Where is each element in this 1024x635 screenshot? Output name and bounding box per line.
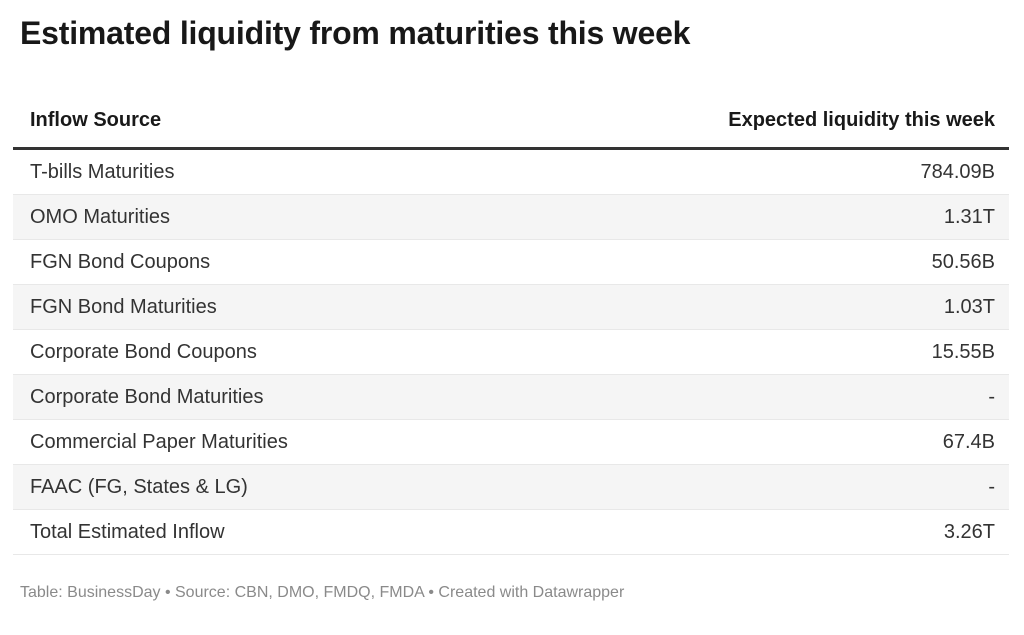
row-source-cell: FAAC (FG, States & LG) [30, 476, 248, 498]
row-source-cell: Corporate Bond Coupons [30, 341, 257, 363]
column-header-inflow-source: Inflow Source [13, 108, 511, 150]
liquidity-table: Inflow Source Expected liquidity this we… [13, 108, 1009, 555]
row-value-cell: 15.55B [931, 341, 995, 363]
table-row: FGN Bond Maturities 1.03T [13, 284, 1009, 330]
row-source-cell: Total Estimated Inflow [30, 521, 225, 543]
row-source-cell: T-bills Maturities [30, 161, 175, 183]
table-row: Commercial Paper Maturities 67.4B [13, 419, 1009, 465]
table-row: Total Estimated Inflow 3.26T [13, 509, 1009, 555]
attribution-footer: Table: BusinessDay • Source: CBN, DMO, F… [20, 584, 625, 601]
row-value-cell: 1.03T [943, 296, 995, 318]
table-body: T-bills Maturities 784.09B OMO Maturities 1… [13, 148, 1009, 555]
table-header: Inflow Source Expected liquidity this we… [13, 108, 1009, 150]
table-header-row: Inflow Source Expected liquidity this we… [13, 108, 1009, 150]
row-value-cell: 50.56B [931, 251, 995, 273]
column-header-expected-liquidity: Expected liquidity this week [511, 108, 1009, 150]
table-row: FGN Bond Coupons 50.56B [13, 239, 1009, 285]
table-row: FAAC (FG, States & LG) - [13, 464, 1009, 510]
row-source-cell: Commercial Paper Maturities [30, 431, 288, 453]
row-value-cell: 3.26T [943, 521, 995, 543]
row-source-cell: FGN Bond Maturities [30, 296, 217, 318]
row-source-cell: OMO Maturities [30, 206, 171, 228]
row-value-cell: 784.09B [920, 161, 995, 183]
row-value-cell: - [988, 476, 995, 498]
row-value-cell: 1.31T [943, 206, 995, 228]
row-value-cell: 67.4B [942, 431, 995, 453]
row-value-cell: - [988, 386, 995, 408]
table-row: Corporate Bond Maturities - [13, 374, 1009, 420]
table-row: T-bills Maturities 784.09B [13, 148, 1009, 195]
row-source-cell: FGN Bond Coupons [30, 251, 211, 273]
table-row: OMO Maturities 1.31T [13, 194, 1009, 240]
datawrapper-table-card: Estimated liquidity from maturities this… [0, 14, 1024, 635]
row-source-cell: Corporate Bond Maturities [30, 386, 264, 408]
page-title: Estimated liquidity from maturities this… [20, 15, 691, 51]
table-row: Corporate Bond Coupons 15.55B [13, 329, 1009, 375]
